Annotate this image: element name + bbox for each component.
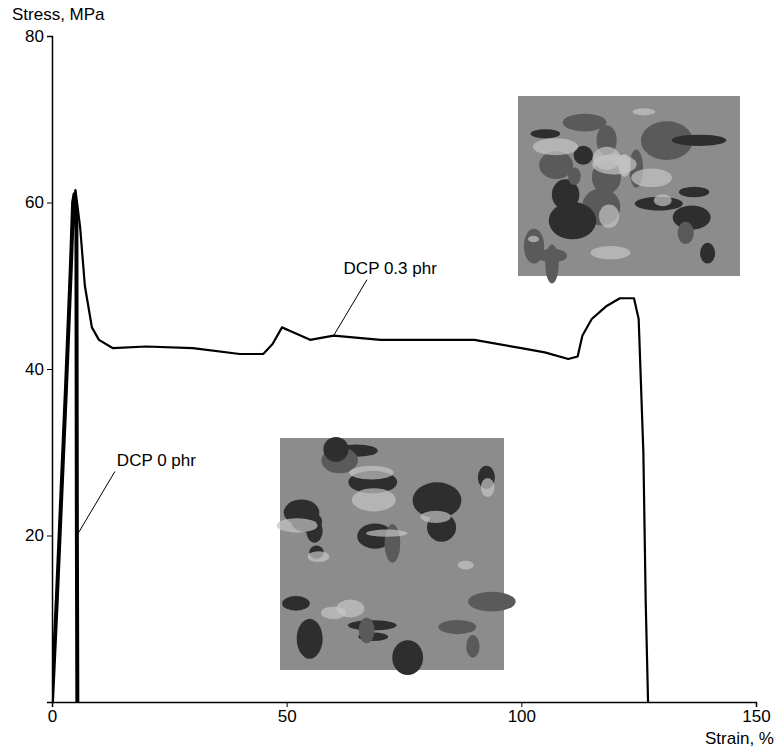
inset-highlight <box>336 600 364 618</box>
x-tick-label: 150 <box>742 707 770 726</box>
inset-image-top <box>518 96 740 284</box>
inset-pore <box>549 202 597 239</box>
inset-highlight <box>599 204 619 228</box>
x-tick: 150 <box>742 702 770 726</box>
inset-highlight <box>277 518 318 532</box>
inset-pore <box>524 229 544 264</box>
series-line <box>52 190 648 702</box>
y-tick: 40 <box>25 360 52 379</box>
y-axis: 20 40 60 80 <box>25 27 52 703</box>
inset-highlight <box>590 246 630 259</box>
inset-pore <box>531 129 561 138</box>
inset-pore <box>568 167 581 185</box>
series-label: DCP 0 phr <box>117 451 196 470</box>
x-axis-title: Strain, % <box>705 729 774 748</box>
inset-pore <box>539 151 573 179</box>
y-tick-label: 40 <box>25 360 44 379</box>
inset-highlight <box>366 530 408 537</box>
y-tick-mark <box>47 536 52 537</box>
y-tick-label: 20 <box>25 526 44 545</box>
inset-pore <box>672 135 727 146</box>
y-tick-mark <box>47 36 52 37</box>
inset-highlight <box>308 551 330 562</box>
y-tick: 80 <box>25 27 52 46</box>
inset-highlight <box>481 478 495 497</box>
inset-background <box>280 438 504 670</box>
inset-pore <box>679 187 709 197</box>
inset-pore <box>438 620 476 634</box>
x-tick-label: 0 <box>48 707 57 726</box>
y-tick-label: 60 <box>25 193 44 212</box>
inset-pore <box>468 592 516 612</box>
inset-pore <box>545 244 558 283</box>
inset-pore <box>466 635 479 658</box>
inset-image-bottom <box>277 437 516 675</box>
y-tick-label: 80 <box>25 27 44 46</box>
plot-area <box>52 190 648 702</box>
inset-highlight <box>633 108 656 115</box>
inset-highlight <box>352 488 396 511</box>
inset-pore <box>323 437 348 462</box>
inset-pore <box>563 114 607 132</box>
x-tick: 100 <box>508 702 536 726</box>
inset-highlight <box>528 236 539 242</box>
inset-highlight <box>618 154 631 177</box>
inset-highlight <box>533 138 578 155</box>
inset-highlight <box>349 466 394 480</box>
inset-pore <box>570 219 586 231</box>
y-axis-title: Stress, MPa <box>12 5 105 24</box>
inset-highlight <box>420 511 450 523</box>
inset-highlight <box>458 561 474 570</box>
y-axis-line <box>47 37 53 703</box>
x-tick-label: 50 <box>278 707 297 726</box>
x-axis: 0 50 100 150 <box>48 702 771 726</box>
inset-pore <box>282 596 310 611</box>
x-axis-line <box>53 703 757 708</box>
inset-highlight <box>631 169 672 188</box>
y-tick-mark <box>47 369 52 370</box>
x-tick-label: 100 <box>508 707 536 726</box>
inset-pore <box>297 619 323 659</box>
x-tick: 50 <box>278 702 297 726</box>
inset-pore <box>392 640 423 675</box>
inset-highlight <box>593 147 621 170</box>
y-tick-mark <box>47 203 52 204</box>
inset-pore <box>700 243 715 264</box>
inset-pore <box>678 222 694 244</box>
series-label: DCP 0.3 phr <box>344 259 438 278</box>
leader-line <box>334 280 367 336</box>
inset-highlight <box>654 194 672 206</box>
inset-pore <box>359 618 375 644</box>
y-tick: 60 <box>25 193 52 212</box>
leader-line <box>77 472 115 536</box>
x-tick: 0 <box>48 702 57 726</box>
chart: 0 50 100 150 20 40 60 80 Stress, MPa Strain, % DCP… <box>0 0 780 752</box>
y-tick: 20 <box>25 526 52 545</box>
